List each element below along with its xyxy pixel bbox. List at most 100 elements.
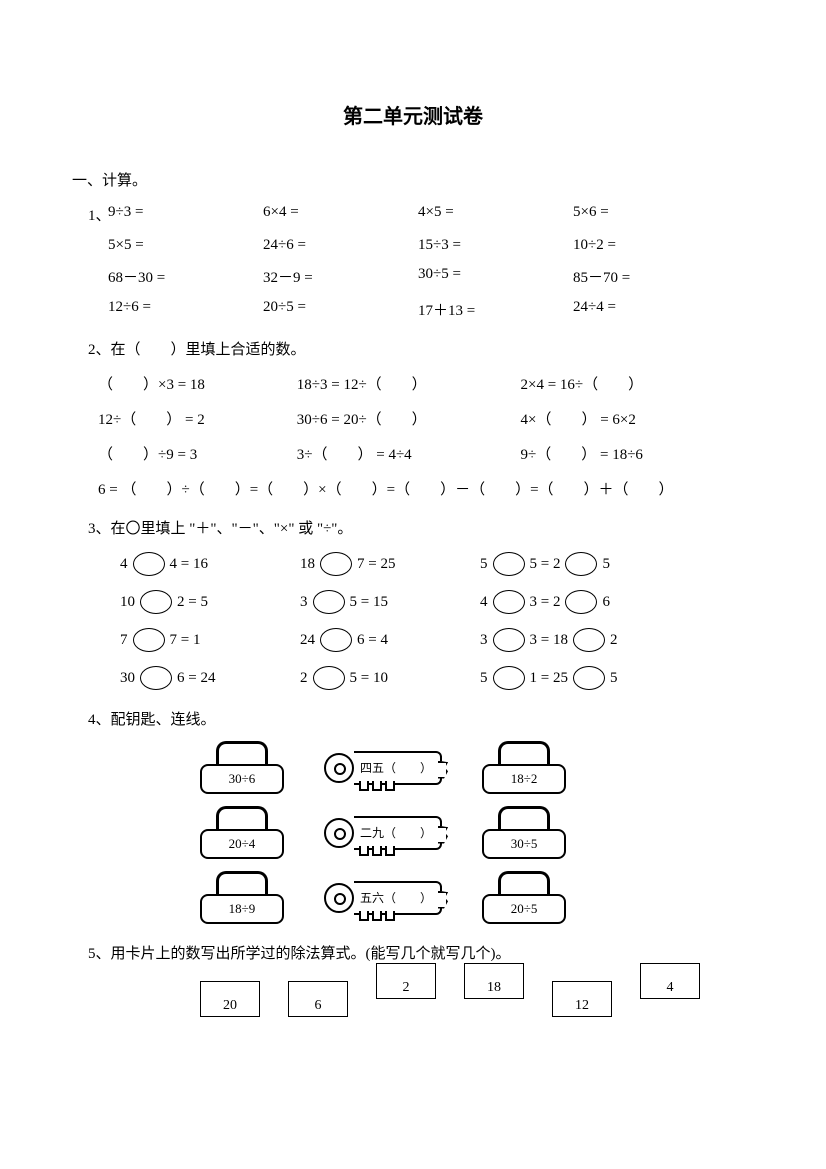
q2-cell: 3÷（ ） = 4÷4 xyxy=(297,443,517,464)
q3-heading: 3、在〇里填上 "＋"、"－"、"×" 或 "÷"。 xyxy=(88,517,746,538)
lock-label: 20÷4 xyxy=(200,829,284,859)
q3-text: 6 = 24 xyxy=(177,670,215,687)
q3-text: 24 xyxy=(300,632,315,649)
lock-key-row: 18÷9 五六（ ） 20÷5 xyxy=(200,871,746,924)
q3-row: 102 = 535 = 1543 = 26 xyxy=(120,590,746,614)
q1-cell: 32－9 = xyxy=(263,266,418,287)
operator-blank[interactable] xyxy=(320,628,352,652)
q2-heading: 2、在（ ）里填上合适的数。 xyxy=(88,338,746,359)
lock-key-row: 30÷6 四五（ ） 18÷2 xyxy=(200,741,746,794)
section-1-heading: 一、计算。 xyxy=(72,169,746,190)
q3-text: 7 xyxy=(120,632,128,649)
q3-text: 10 xyxy=(120,594,135,611)
q2-cell: 12÷（ ） = 2 xyxy=(98,408,293,429)
lock-icon: 20÷4 xyxy=(200,806,284,859)
q3-row: 306 = 2425 = 1051 = 255 xyxy=(120,666,746,690)
q3-text: 2 = 5 xyxy=(177,594,208,611)
q3-text: 3 xyxy=(300,594,308,611)
q3-text: 6 = 4 xyxy=(357,632,388,649)
q3-text: 5 xyxy=(480,556,488,573)
operator-blank[interactable] xyxy=(565,552,597,576)
lock-icon: 18÷2 xyxy=(482,741,566,794)
operator-blank[interactable] xyxy=(313,590,345,614)
lock-label: 30÷6 xyxy=(200,764,284,794)
lock-icon: 20÷5 xyxy=(482,871,566,924)
lock-label: 30÷5 xyxy=(482,829,566,859)
q3-block: 4 4 = 16 18 7 = 25 5 5 = 2 5 10 2 = 5 3 5 = 15 4 3 =… xyxy=(80,552,746,690)
q2-cell: 30÷6 = 20÷（ ） xyxy=(297,408,517,429)
operator-blank[interactable] xyxy=(493,552,525,576)
operator-blank[interactable] xyxy=(493,666,525,690)
operator-blank[interactable] xyxy=(133,552,165,576)
q1-cell: 30÷5 = xyxy=(418,266,573,287)
q3-text: 2 xyxy=(610,632,618,649)
q3-text: 1 = 25 xyxy=(530,670,568,687)
q2-cell: （ ）÷9 = 3 xyxy=(98,443,293,464)
q1-cell: 12÷6 = xyxy=(108,299,263,320)
q3-text: 3 = 2 xyxy=(530,594,561,611)
key-icon: 四五（ ） xyxy=(324,751,442,785)
key-label: 二九（ ） xyxy=(354,816,442,850)
number-card: 4 xyxy=(640,963,700,999)
number-card: 18 xyxy=(464,963,524,999)
q2-cell: 2×4 = 16÷（ ） xyxy=(521,373,644,394)
operator-blank[interactable] xyxy=(573,666,605,690)
q1-cell: 24÷6 = xyxy=(263,237,418,254)
q1-cell: 85－70 = xyxy=(573,266,728,287)
lock-label: 18÷9 xyxy=(200,894,284,924)
number-card: 2 xyxy=(376,963,436,999)
cards-row: 206218124 xyxy=(200,981,746,1017)
operator-blank[interactable] xyxy=(133,628,165,652)
q3-text: 3 = 18 xyxy=(530,632,568,649)
lock-icon: 30÷5 xyxy=(482,806,566,859)
q3-text: 5 xyxy=(610,670,618,687)
q4-heading: 4、配钥匙、连线。 xyxy=(88,708,746,729)
q3-row: 77 = 1246 = 433 = 182 xyxy=(120,628,746,652)
q3-text: 7 = 1 xyxy=(170,632,201,649)
q3-text: 5 = 15 xyxy=(350,594,388,611)
key-label: 五六（ ） xyxy=(354,881,442,915)
q1-cell: 9÷3 = xyxy=(108,204,263,225)
q3-text: 5 = 2 xyxy=(530,556,561,573)
operator-blank[interactable] xyxy=(320,552,352,576)
lock-label: 20÷5 xyxy=(482,894,566,924)
q3-row: 4 4 = 16 18 7 = 25 5 5 = 2 5 xyxy=(120,552,746,576)
operator-blank[interactable] xyxy=(565,590,597,614)
q2-cell: （ ）×3 = 18 xyxy=(98,373,293,394)
q2-cell: 18÷3 = 12÷（ ） xyxy=(297,373,517,394)
lock-key-area: 30÷6 四五（ ） 18÷2 20÷4 二九（ ） 30÷5 18÷9 五六（ ） 20÷5 xyxy=(200,741,746,924)
q2-cell: 9÷（ ） = 18÷6 xyxy=(521,443,643,464)
q1-cell: 5×5 = xyxy=(108,237,263,254)
q3-text: 18 xyxy=(300,556,315,573)
q1-cell: 5×6 = xyxy=(573,204,728,225)
q2-block: （ ）×3 = 18 18÷3 = 12÷（ ） 2×4 = 16÷（ ） 12… xyxy=(80,373,746,499)
operator-blank[interactable] xyxy=(313,666,345,690)
lock-icon: 30÷6 xyxy=(200,741,284,794)
number-card: 20 xyxy=(200,981,260,1017)
q3-text: 5 xyxy=(602,556,610,573)
operator-blank[interactable] xyxy=(140,666,172,690)
operator-blank[interactable] xyxy=(493,628,525,652)
q3-text: 7 = 25 xyxy=(357,556,395,573)
operator-blank[interactable] xyxy=(140,590,172,614)
q2-last-line: 6 = （ ）÷（ ）=（ ）×（ ）=（ ）－（ ）=（ ）＋（ ） xyxy=(98,478,746,499)
q1-cell: 15÷3 = xyxy=(418,237,573,254)
lock-icon: 18÷9 xyxy=(200,871,284,924)
q1-cell: 17＋13 = xyxy=(418,299,573,320)
q1-cell: 24÷4 = xyxy=(573,299,728,320)
q3-text: 4 xyxy=(480,594,488,611)
operator-blank[interactable] xyxy=(493,590,525,614)
lock-key-row: 20÷4 二九（ ） 30÷5 xyxy=(200,806,746,859)
number-card: 6 xyxy=(288,981,348,1017)
operator-blank[interactable] xyxy=(573,628,605,652)
q3-text: 30 xyxy=(120,670,135,687)
q3-text: 5 xyxy=(480,670,488,687)
number-card: 12 xyxy=(552,981,612,1017)
q1-cell: 6×4 = xyxy=(263,204,418,225)
q5-heading: 5、用卡片上的数写出所学过的除法算式。(能写几个就写几个)。 xyxy=(88,942,746,963)
q1-cell: 10÷2 = xyxy=(573,237,728,254)
q2-cell: 4×（ ） = 6×2 xyxy=(521,408,636,429)
q3-text: 4 = 16 xyxy=(170,556,208,573)
key-icon: 二九（ ） xyxy=(324,816,442,850)
q3-text: 4 xyxy=(120,556,128,573)
